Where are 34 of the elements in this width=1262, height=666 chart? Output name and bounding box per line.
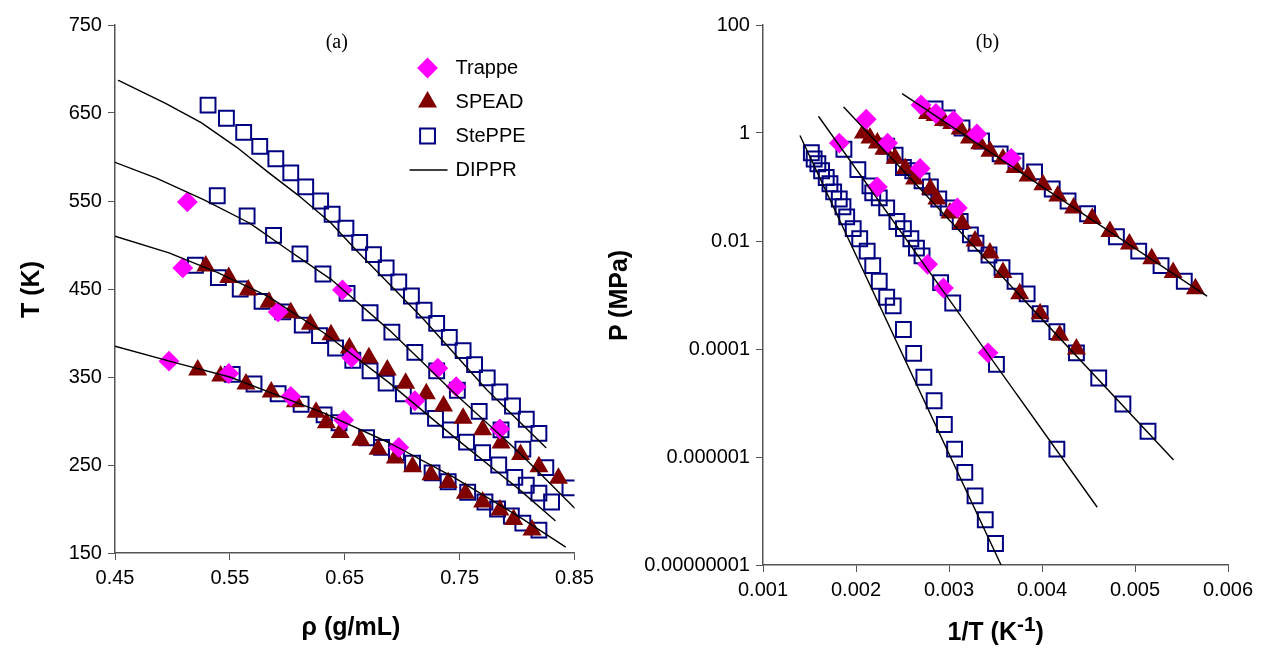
x-tick-label: 0.65 <box>325 565 365 588</box>
x-axis-title: 1/T (K$^{-1}$) <box>947 612 1044 647</box>
x-tick-label: 0.004 <box>1016 577 1068 600</box>
y-tick-label: 250 <box>68 452 102 475</box>
y-tick-label: 0.00000001 <box>644 552 750 575</box>
x-tick-label: 0.002 <box>830 577 882 600</box>
y-tick-label: 0.01 <box>711 228 750 251</box>
x-tick-label: 0.005 <box>1109 577 1161 600</box>
x-axis-title: ρ (g/mL) <box>301 612 401 641</box>
y-tick-label: 450 <box>68 276 102 299</box>
legend-label: Trappe <box>455 55 519 78</box>
x-tick-label: 0.55 <box>210 565 250 588</box>
legend-label: SPEAD <box>455 89 524 112</box>
y-tick-label: 150 <box>68 540 102 563</box>
x-tick-label: 0.006 <box>1202 577 1254 600</box>
y-tick-label: 0.0001 <box>688 336 750 359</box>
x-tick-label: 0.001 <box>737 577 789 600</box>
legend-label: StePPE <box>455 123 526 146</box>
y-tick-label: 650 <box>68 100 102 123</box>
legend-label: DIPPR <box>455 157 517 180</box>
y-axis-title: T (K) <box>15 260 45 318</box>
y-tick-label: 0.000001 <box>666 444 750 467</box>
y-tick-label: 100 <box>716 12 750 35</box>
chart-title: (a) <box>325 30 348 54</box>
y-tick-label: 550 <box>68 188 102 211</box>
y-tick-label: 350 <box>68 364 102 387</box>
chart-title: (b) <box>975 30 1000 54</box>
y-axis-title: P (MPa) <box>603 249 633 341</box>
x-tick-label: 0.45 <box>95 565 135 588</box>
x-tick-label: 0.75 <box>440 565 480 588</box>
y-tick-label: 750 <box>68 12 102 35</box>
x-tick-label: 0.85 <box>555 565 595 588</box>
y-tick-label: 1 <box>738 120 750 143</box>
x-tick-label: 0.003 <box>923 577 975 600</box>
